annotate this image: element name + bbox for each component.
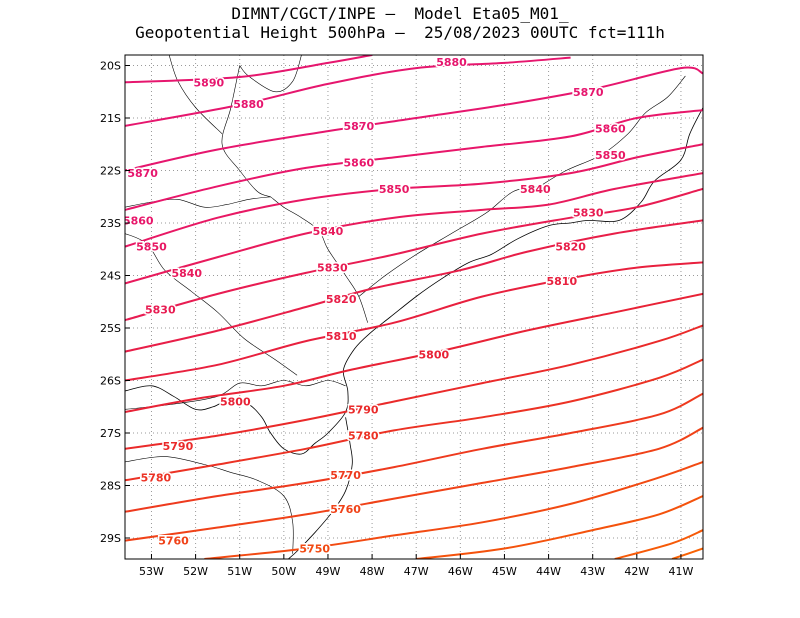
map-title: DIMNT/CGCT/INPE – Model Eta05_M01_ Geopo… <box>0 4 800 42</box>
contour-label-5860: 5860 <box>344 157 375 170</box>
contour-label-5840: 5840 <box>171 267 202 280</box>
contour-label-5780: 5780 <box>141 472 172 485</box>
lon-tick-label: 53W <box>139 565 164 578</box>
contour-5750 <box>204 460 703 559</box>
contour-5720 <box>671 547 703 559</box>
title-line-2: Geopotential Height 500hPa – 25/08/2023 … <box>135 23 665 42</box>
lat-tick-label: 28S <box>100 480 121 493</box>
contour-label-5750: 5750 <box>299 543 330 556</box>
coastline <box>125 107 703 455</box>
contour-label-5860: 5860 <box>595 123 626 136</box>
state-border-3 <box>358 186 540 297</box>
contour-label-5760: 5760 <box>330 503 361 516</box>
contour-5820 <box>125 219 703 353</box>
state-border-2 <box>270 196 368 323</box>
contour-label-5780: 5780 <box>348 430 379 443</box>
contour-5860 <box>125 109 703 211</box>
state-border-1 <box>125 456 294 554</box>
contour-5850 <box>125 143 703 248</box>
contour-5830 <box>125 187 703 322</box>
contour-5880 <box>125 56 571 127</box>
lat-tick-label: 24S <box>100 270 121 283</box>
contour-label-5830: 5830 <box>573 207 604 220</box>
contour-label-5790: 5790 <box>348 403 379 416</box>
lat-tick-label: 27S <box>100 427 121 440</box>
lon-tick-label: 45W <box>492 565 517 578</box>
contour-label-5880: 5880 <box>436 56 467 69</box>
title-line-1: DIMNT/CGCT/INPE – Model Eta05_M01_ <box>231 4 569 23</box>
lon-tick-label: 41W <box>669 565 694 578</box>
state-border-6 <box>125 196 271 208</box>
lon-tick-label: 49W <box>316 565 341 578</box>
contour-label-5810: 5810 <box>326 330 357 343</box>
contour-label-5830: 5830 <box>317 262 348 275</box>
latitude-axis: 20S 21S 22S 23S 24S 25S 26S 27S 28S 29S <box>100 60 130 545</box>
contour-label-5770: 5770 <box>330 469 361 482</box>
state-border-8 <box>239 55 302 93</box>
contour-label-5830: 5830 <box>145 304 176 317</box>
political-boundaries <box>125 55 703 559</box>
contour-5890 <box>125 55 373 84</box>
contour-label-5820: 5820 <box>326 293 357 306</box>
contour-5840 <box>125 172 703 285</box>
contour-5870 <box>125 66 703 172</box>
lat-tick-label: 29S <box>100 532 121 545</box>
contour-5760 <box>125 426 703 542</box>
map-frame <box>124 54 704 560</box>
lat-tick-label: 26S <box>100 375 121 388</box>
state-border-7 <box>168 55 223 135</box>
lon-tick-label: 46W <box>448 565 473 578</box>
state-border-5 <box>221 65 271 198</box>
lon-tick-label: 51W <box>227 565 252 578</box>
contour-labels: 5890 5880 5880 5870 5870 5870 5860 5860 5860 5850… <box>123 55 627 557</box>
lon-tick-label: 50W <box>271 565 296 578</box>
contour-5740 <box>416 495 703 559</box>
lat-tick-label: 25S <box>100 322 121 335</box>
lat-tick-label: 22S <box>100 165 121 178</box>
contour-label-5850: 5850 <box>595 149 626 162</box>
lon-tick-label: 44W <box>536 565 561 578</box>
lat-tick-label: 20S <box>100 60 121 73</box>
contour-label-5850: 5850 <box>379 183 410 196</box>
lat-tick-label: 23S <box>100 217 121 230</box>
longitude-axis: 53W 52W 51W 50W 49W 48W 47W 46W 45W 44W 43W 42W 41W <box>139 554 693 578</box>
contour-label-5840: 5840 <box>313 225 344 238</box>
contour-label-5790: 5790 <box>163 440 194 453</box>
lon-tick-label: 52W <box>183 565 208 578</box>
state-border-4 <box>539 75 686 187</box>
height-contours <box>125 55 703 559</box>
contour-5780 <box>125 358 703 482</box>
map-grid <box>125 55 703 559</box>
contour-5790 <box>125 324 703 450</box>
lat-tick-label: 21S <box>100 112 121 125</box>
contour-label-5860: 5860 <box>123 214 154 227</box>
contour-5800 <box>125 292 703 413</box>
state-border-9 <box>125 233 298 376</box>
contour-label-5890: 5890 <box>194 76 225 89</box>
contour-label-5870: 5870 <box>344 120 375 133</box>
lon-tick-label: 48W <box>360 565 385 578</box>
contour-label-5870: 5870 <box>573 86 604 99</box>
contour-label-5820: 5820 <box>555 241 586 254</box>
contour-label-5880: 5880 <box>233 98 264 111</box>
state-border-0 <box>125 380 346 410</box>
lon-tick-label: 43W <box>580 565 605 578</box>
contour-label-5810: 5810 <box>546 275 577 288</box>
contour-label-5800: 5800 <box>220 396 251 409</box>
contour-5810 <box>125 261 703 382</box>
contour-5770 <box>125 392 703 513</box>
contour-label-5870: 5870 <box>127 167 158 180</box>
lon-tick-label: 47W <box>404 565 429 578</box>
contour-label-5850: 5850 <box>136 241 167 254</box>
contour-label-5760: 5760 <box>158 535 189 548</box>
lon-tick-label: 42W <box>624 565 649 578</box>
contour-label-5840: 5840 <box>520 183 551 196</box>
contour-label-5800: 5800 <box>419 348 450 361</box>
contour-5730 <box>614 529 703 559</box>
